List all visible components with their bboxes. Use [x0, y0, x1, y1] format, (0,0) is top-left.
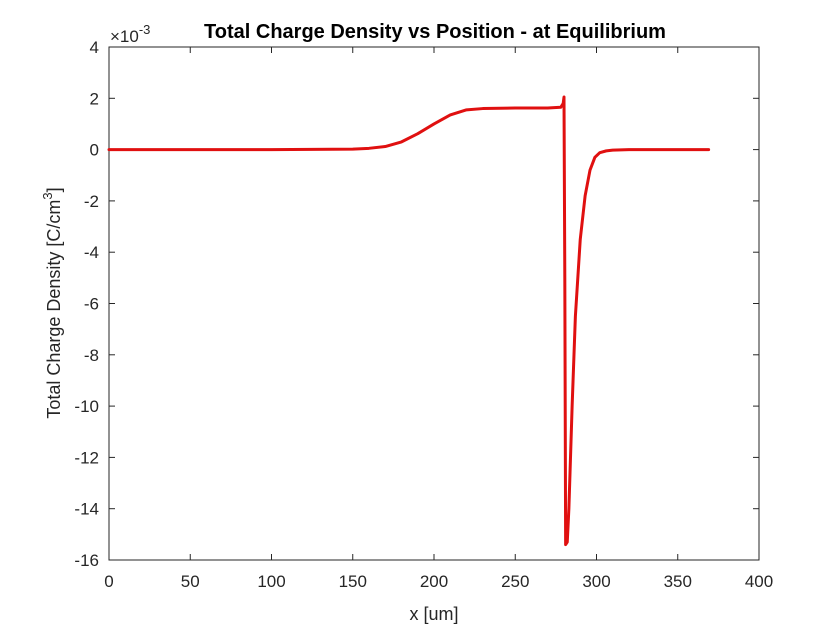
x-tick-labels: 0 50 100 150 200 250 300 350 400: [104, 572, 773, 591]
series-line: [107, 95, 711, 547]
x-tick-label: 50: [181, 572, 200, 591]
y-tick-label: -12: [74, 448, 99, 467]
x-axis-label: x [um]: [409, 604, 458, 624]
y-exponent-label: ×10-3: [110, 22, 150, 46]
plot-area: [108, 46, 760, 561]
y-tick-label: -10: [74, 397, 99, 416]
x-tick-label: 100: [257, 572, 285, 591]
x-tick-label: 350: [664, 572, 692, 591]
y-axis-label-main: Total Charge Density [C/cm: [44, 200, 64, 419]
x-tick-label: 150: [339, 572, 367, 591]
y-tick-label: 4: [90, 38, 99, 57]
y-exponent-base: ×10: [110, 27, 139, 46]
y-tick-label: 2: [90, 89, 99, 108]
y-tick-label: -4: [84, 243, 99, 262]
y-axis-label: Total Charge Density [C/cm3]: [40, 187, 64, 418]
y-tick-labels: 4 2 0 -2 -4 -6 -8 -10 -12 -14 -16: [74, 38, 99, 570]
x-tick-label: 300: [582, 572, 610, 591]
y-tick-label: -2: [84, 192, 99, 211]
x-tick-label: 250: [501, 572, 529, 591]
chart-title: Total Charge Density vs Position - at Eq…: [204, 21, 666, 43]
x-tick-label: 200: [420, 572, 448, 591]
x-tick-label: 0: [104, 572, 113, 591]
y-axis-label-superscript: 3: [40, 192, 55, 199]
tick-marks: [108, 46, 760, 561]
y-exponent-power: -3: [139, 22, 151, 37]
y-tick-label: 0: [90, 141, 99, 160]
x-tick-label: 400: [745, 572, 773, 591]
y-tick-label: -8: [84, 346, 99, 365]
y-axis-label-end: ]: [44, 187, 64, 192]
y-tick-label: -14: [74, 500, 99, 519]
y-tick-label: -6: [84, 295, 99, 314]
y-tick-label: -16: [74, 551, 99, 570]
